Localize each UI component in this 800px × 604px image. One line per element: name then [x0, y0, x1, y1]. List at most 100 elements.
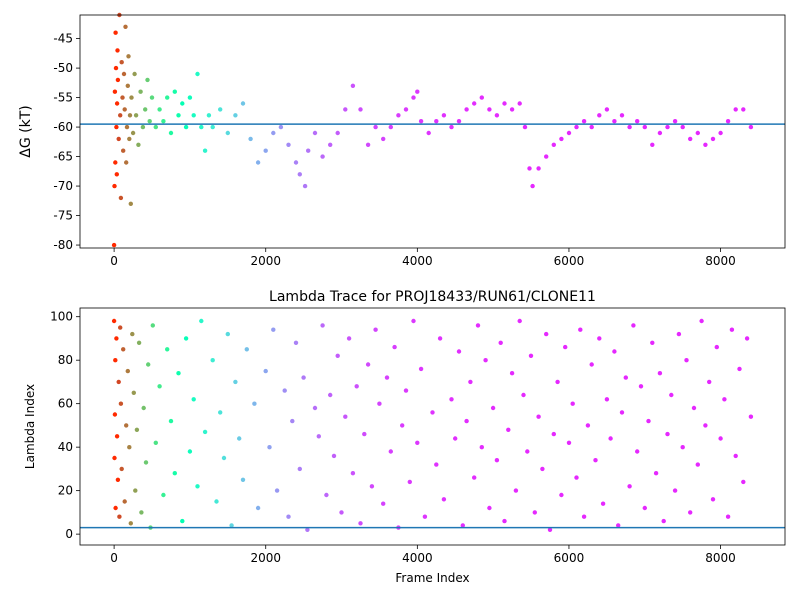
data-point — [483, 358, 488, 363]
data-point — [134, 427, 140, 432]
data-point — [324, 492, 329, 498]
data-point — [122, 107, 127, 112]
data-point — [130, 331, 135, 337]
data-point — [172, 471, 177, 476]
data-point — [176, 371, 181, 376]
data-point — [320, 154, 325, 159]
data-point — [240, 477, 246, 482]
data-point — [183, 124, 189, 130]
data-point — [120, 95, 125, 100]
data-point — [141, 405, 146, 411]
data-point — [517, 101, 522, 106]
data-point — [286, 514, 291, 519]
data-point — [302, 183, 308, 189]
data-point — [544, 331, 549, 337]
data-point — [714, 344, 719, 350]
data-point — [725, 514, 731, 519]
data-point — [434, 119, 439, 124]
data-point — [358, 521, 363, 526]
data-point — [418, 119, 424, 124]
data-point — [112, 412, 118, 417]
y-tick-label: -75 — [53, 209, 73, 223]
data-point — [741, 479, 746, 485]
data-point — [115, 48, 120, 53]
data-point — [124, 124, 130, 130]
data-point — [126, 54, 131, 59]
y-tick-label: 80 — [58, 353, 73, 367]
data-point — [165, 347, 170, 352]
x-tick-label: 8000 — [705, 254, 736, 268]
data-point — [631, 323, 636, 328]
data-point — [350, 471, 356, 476]
data-point — [229, 523, 234, 528]
data-point — [255, 505, 261, 511]
data-point — [373, 327, 378, 332]
data-point — [551, 431, 556, 437]
data-point — [113, 30, 118, 35]
data-point — [112, 455, 117, 461]
data-point — [145, 77, 150, 83]
data-point — [581, 119, 587, 124]
data-point — [657, 371, 663, 376]
data-point — [112, 183, 117, 189]
data-point — [589, 362, 594, 367]
data-point — [688, 136, 693, 142]
data-point — [487, 505, 492, 511]
data-point — [339, 510, 344, 515]
data-point — [589, 124, 594, 130]
y-tick-label: -70 — [53, 179, 73, 193]
data-point — [335, 353, 340, 358]
data-point — [581, 514, 587, 519]
data-point — [680, 445, 685, 450]
data-point — [612, 349, 617, 354]
data-point — [710, 136, 716, 142]
data-point — [127, 113, 133, 118]
data-point — [331, 453, 337, 459]
data-point — [147, 119, 152, 124]
data-point — [566, 130, 572, 136]
y-tick-label: -65 — [53, 150, 73, 164]
data-point — [490, 405, 496, 411]
data-point — [665, 124, 670, 130]
data-point — [138, 89, 143, 94]
data-point — [157, 107, 162, 112]
data-point — [116, 379, 121, 385]
data-point — [150, 323, 155, 328]
data-point — [149, 95, 155, 100]
data-point — [426, 130, 431, 136]
data-point — [688, 510, 693, 515]
data-point — [116, 136, 121, 142]
data-point — [468, 379, 473, 385]
data-point — [183, 336, 189, 341]
data-point — [547, 527, 553, 532]
data-point — [128, 521, 133, 526]
data-point — [112, 89, 118, 94]
data-point — [123, 24, 128, 29]
data-point — [114, 101, 120, 106]
x-tick-label: 2000 — [250, 551, 281, 565]
data-point — [415, 89, 420, 94]
data-point — [608, 436, 613, 441]
data-point — [121, 148, 126, 153]
y-tick-label: 40 — [58, 440, 73, 454]
data-point — [115, 77, 121, 83]
data-point — [312, 130, 318, 136]
data-point — [153, 440, 158, 445]
data-point — [684, 358, 689, 363]
data-point — [143, 460, 149, 465]
data-point — [642, 124, 647, 130]
data-point — [506, 427, 511, 432]
data-point — [312, 405, 318, 411]
data-point — [113, 160, 118, 165]
data-point — [263, 148, 268, 153]
data-point — [403, 388, 409, 393]
chart-title: Lambda Trace for PROJ18433/RUN61/CLONE11 — [269, 289, 596, 305]
data-point — [585, 423, 591, 428]
data-point — [365, 362, 371, 367]
data-point — [695, 130, 700, 136]
y-tick-label: 20 — [58, 484, 73, 498]
data-point — [509, 371, 515, 376]
plot-frame — [79, 14, 786, 249]
data-point — [638, 384, 644, 389]
data-point — [430, 410, 435, 415]
